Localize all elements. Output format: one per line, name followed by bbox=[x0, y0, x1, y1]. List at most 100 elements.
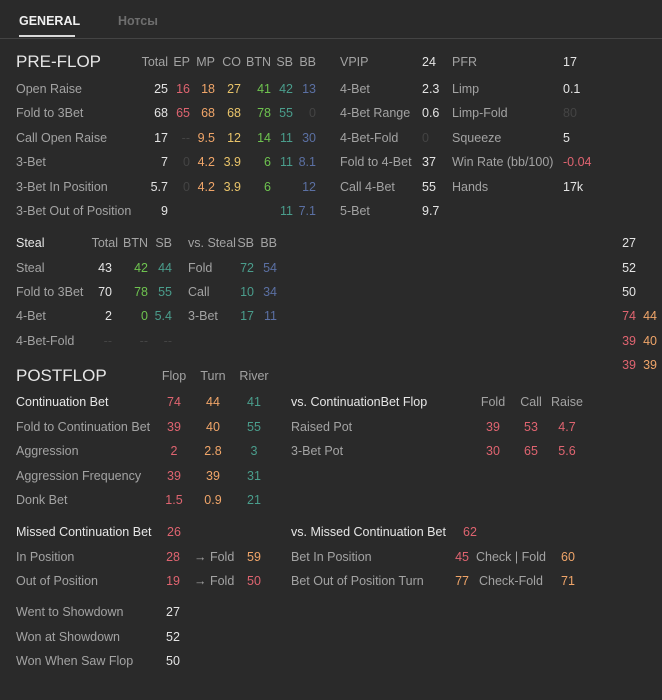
stat-value: -- bbox=[181, 131, 190, 145]
stat-value: 17k bbox=[563, 180, 584, 194]
stat-value: 12 bbox=[227, 131, 241, 145]
column-header: Total bbox=[91, 236, 118, 250]
stat-value: 13 bbox=[302, 82, 316, 96]
stat-value: 5.6 bbox=[558, 444, 576, 458]
stat-value: 7 bbox=[161, 155, 168, 169]
stat-value: 39 bbox=[167, 420, 181, 434]
section-title-preflop: PRE-FLOP bbox=[16, 52, 102, 71]
stat-value: 9.5 bbox=[197, 131, 215, 145]
stat-label: Raised Pot bbox=[291, 420, 353, 434]
column-header: BTN bbox=[246, 55, 271, 69]
stat-value: 74 bbox=[622, 309, 636, 323]
stat-value: 4.2 bbox=[197, 180, 215, 194]
stat-value: 9 bbox=[161, 204, 168, 218]
stat-value: 42 bbox=[279, 82, 293, 96]
stat-label: Hands bbox=[452, 180, 489, 194]
stat-value: 65 bbox=[176, 106, 190, 120]
stat-value: 62 bbox=[463, 525, 477, 539]
stat-value: 72 bbox=[240, 261, 254, 275]
stat-value: 45 bbox=[455, 550, 469, 564]
missed-cbet-title: Missed Continuation Bet bbox=[16, 525, 152, 539]
active-tab-indicator bbox=[19, 35, 75, 37]
vs-cbet-title: vs. ContinuationBet Flop bbox=[291, 395, 428, 409]
stat-value: 27 bbox=[166, 605, 180, 619]
stat-value: 39 bbox=[167, 469, 181, 483]
vs-missed-cbet-title: vs. Missed Continuation Bet bbox=[291, 525, 446, 539]
tab-general[interactable]: GENERAL bbox=[19, 14, 81, 28]
stat-value: 40 bbox=[643, 334, 657, 348]
stat-label: Steal bbox=[16, 261, 45, 275]
stat-value: 55 bbox=[422, 180, 436, 194]
stat-label: 3-Bet bbox=[16, 155, 46, 169]
stat-label: Fold bbox=[188, 261, 213, 275]
stat-value: 39 bbox=[622, 334, 636, 348]
stat-label: VPIP bbox=[340, 55, 369, 69]
stat-value: 17 bbox=[154, 131, 168, 145]
stat-label: 3-Bet bbox=[188, 309, 218, 323]
stat-label: Won When Saw Flop bbox=[16, 654, 134, 668]
stat-value: 11 bbox=[280, 131, 293, 145]
stat-label: In Position bbox=[16, 550, 75, 564]
stat-value: 26 bbox=[167, 525, 181, 539]
stat-value: 74 bbox=[167, 395, 181, 409]
stat-value: 21 bbox=[247, 493, 261, 507]
stat-label: 4-Bet-Fold bbox=[16, 334, 75, 348]
stat-label: Fold to 3Bet bbox=[16, 285, 84, 299]
column-header: River bbox=[239, 369, 269, 383]
stat-value: -- bbox=[139, 334, 148, 348]
stat-value: -- bbox=[163, 334, 172, 348]
stat-value: 0 bbox=[183, 180, 190, 194]
stat-value: 24 bbox=[422, 55, 436, 69]
stat-value: 11 bbox=[280, 204, 293, 218]
stat-label: 3-Bet In Position bbox=[16, 180, 108, 194]
stat-value: 68 bbox=[154, 106, 168, 120]
stat-value: 71 bbox=[561, 574, 575, 588]
stat-label: Bet Out of Position Turn bbox=[291, 574, 424, 588]
stat-value: 18 bbox=[201, 82, 215, 96]
stat-value: 44 bbox=[206, 395, 220, 409]
stat-value: 59 bbox=[247, 550, 261, 564]
stat-value: 39 bbox=[622, 358, 636, 372]
stat-value: 30 bbox=[302, 131, 316, 145]
stat-value: 0.9 bbox=[204, 493, 222, 507]
column-header: MP bbox=[196, 55, 215, 69]
stat-value: 27 bbox=[622, 236, 636, 250]
stat-label: Limp bbox=[452, 82, 480, 96]
stat-value: 2 bbox=[105, 309, 112, 323]
stat-label: 5-Bet bbox=[340, 204, 370, 218]
stat-value: 54 bbox=[263, 261, 277, 275]
stat-label: 4-Bet Range bbox=[340, 106, 411, 120]
tab-notes[interactable]: Нотсы bbox=[118, 14, 158, 28]
stat-value: 2 bbox=[170, 444, 178, 458]
stat-value: 68 bbox=[201, 106, 215, 120]
stat-label: PFR bbox=[452, 55, 477, 69]
stat-label: Fold to 3Bet bbox=[16, 106, 84, 120]
column-header: Fold bbox=[480, 395, 506, 409]
stat-value: 5 bbox=[563, 131, 570, 145]
column-header: BB bbox=[299, 55, 316, 69]
stat-sublabel: Check-Fold bbox=[479, 574, 543, 588]
column-header: SB bbox=[155, 236, 172, 250]
stat-sublabel: → Fold bbox=[194, 550, 235, 564]
stat-value: 4.7 bbox=[558, 420, 576, 434]
stat-value: 3 bbox=[250, 444, 258, 458]
stat-value: 8.1 bbox=[298, 155, 316, 169]
stat-label: Donk Bet bbox=[16, 493, 68, 507]
stat-value: 12 bbox=[302, 180, 316, 194]
stat-value: 80 bbox=[563, 106, 577, 120]
stat-value: 68 bbox=[227, 106, 241, 120]
stat-label: 4-Bet bbox=[340, 82, 370, 96]
stat-value: 17 bbox=[563, 55, 577, 69]
stat-value: 10 bbox=[240, 285, 254, 299]
stat-label: 3-Bet Out of Position bbox=[16, 204, 132, 218]
stat-value: 28 bbox=[166, 550, 180, 564]
stat-value: 0 bbox=[141, 309, 148, 323]
stat-value: 70 bbox=[98, 285, 112, 299]
stat-label: Out of Position bbox=[16, 574, 98, 588]
stat-label: 4-Bet-Fold bbox=[340, 131, 399, 145]
stat-value: 43 bbox=[98, 261, 112, 275]
stat-label: Call Open Raise bbox=[16, 131, 108, 145]
stat-label: Call 4-Bet bbox=[340, 180, 395, 194]
stat-value: 41 bbox=[247, 395, 261, 409]
column-header: Call bbox=[520, 395, 542, 409]
